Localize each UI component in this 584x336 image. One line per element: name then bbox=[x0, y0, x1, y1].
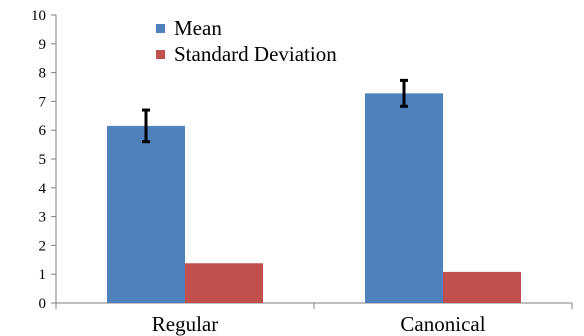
legend-label: Mean bbox=[174, 16, 222, 40]
bars bbox=[107, 78, 521, 303]
bar-standard-deviation-canonical bbox=[443, 271, 521, 303]
y-tick-label: 6 bbox=[39, 123, 47, 139]
y-tick-label: 10 bbox=[31, 8, 46, 24]
y-tick-label: 7 bbox=[39, 94, 47, 110]
y-tick-label: 4 bbox=[39, 181, 47, 197]
y-tick-label: 3 bbox=[39, 210, 47, 226]
y-tick-label: 9 bbox=[39, 37, 47, 53]
y-tick-label: 2 bbox=[39, 238, 47, 254]
bar-mean-regular bbox=[107, 125, 185, 303]
y-axis: 0 1 2 3 4 5 6 7 8 9 10 bbox=[31, 8, 57, 312]
x-category-label: Regular bbox=[152, 312, 218, 336]
y-tick-label: 5 bbox=[39, 152, 47, 168]
x-axis: Regular Canonical bbox=[55, 302, 573, 336]
y-tick-label: 1 bbox=[39, 267, 47, 283]
legend-label: Standard Deviation bbox=[174, 42, 337, 66]
bar-mean-canonical bbox=[365, 93, 443, 303]
y-tick-label: 0 bbox=[39, 296, 47, 312]
y-tick-label: 8 bbox=[39, 66, 47, 82]
legend-swatch bbox=[156, 50, 165, 59]
bar-standard-deviation-regular bbox=[185, 263, 263, 303]
x-category-label: Canonical bbox=[400, 312, 485, 336]
legend-swatch bbox=[156, 24, 165, 33]
